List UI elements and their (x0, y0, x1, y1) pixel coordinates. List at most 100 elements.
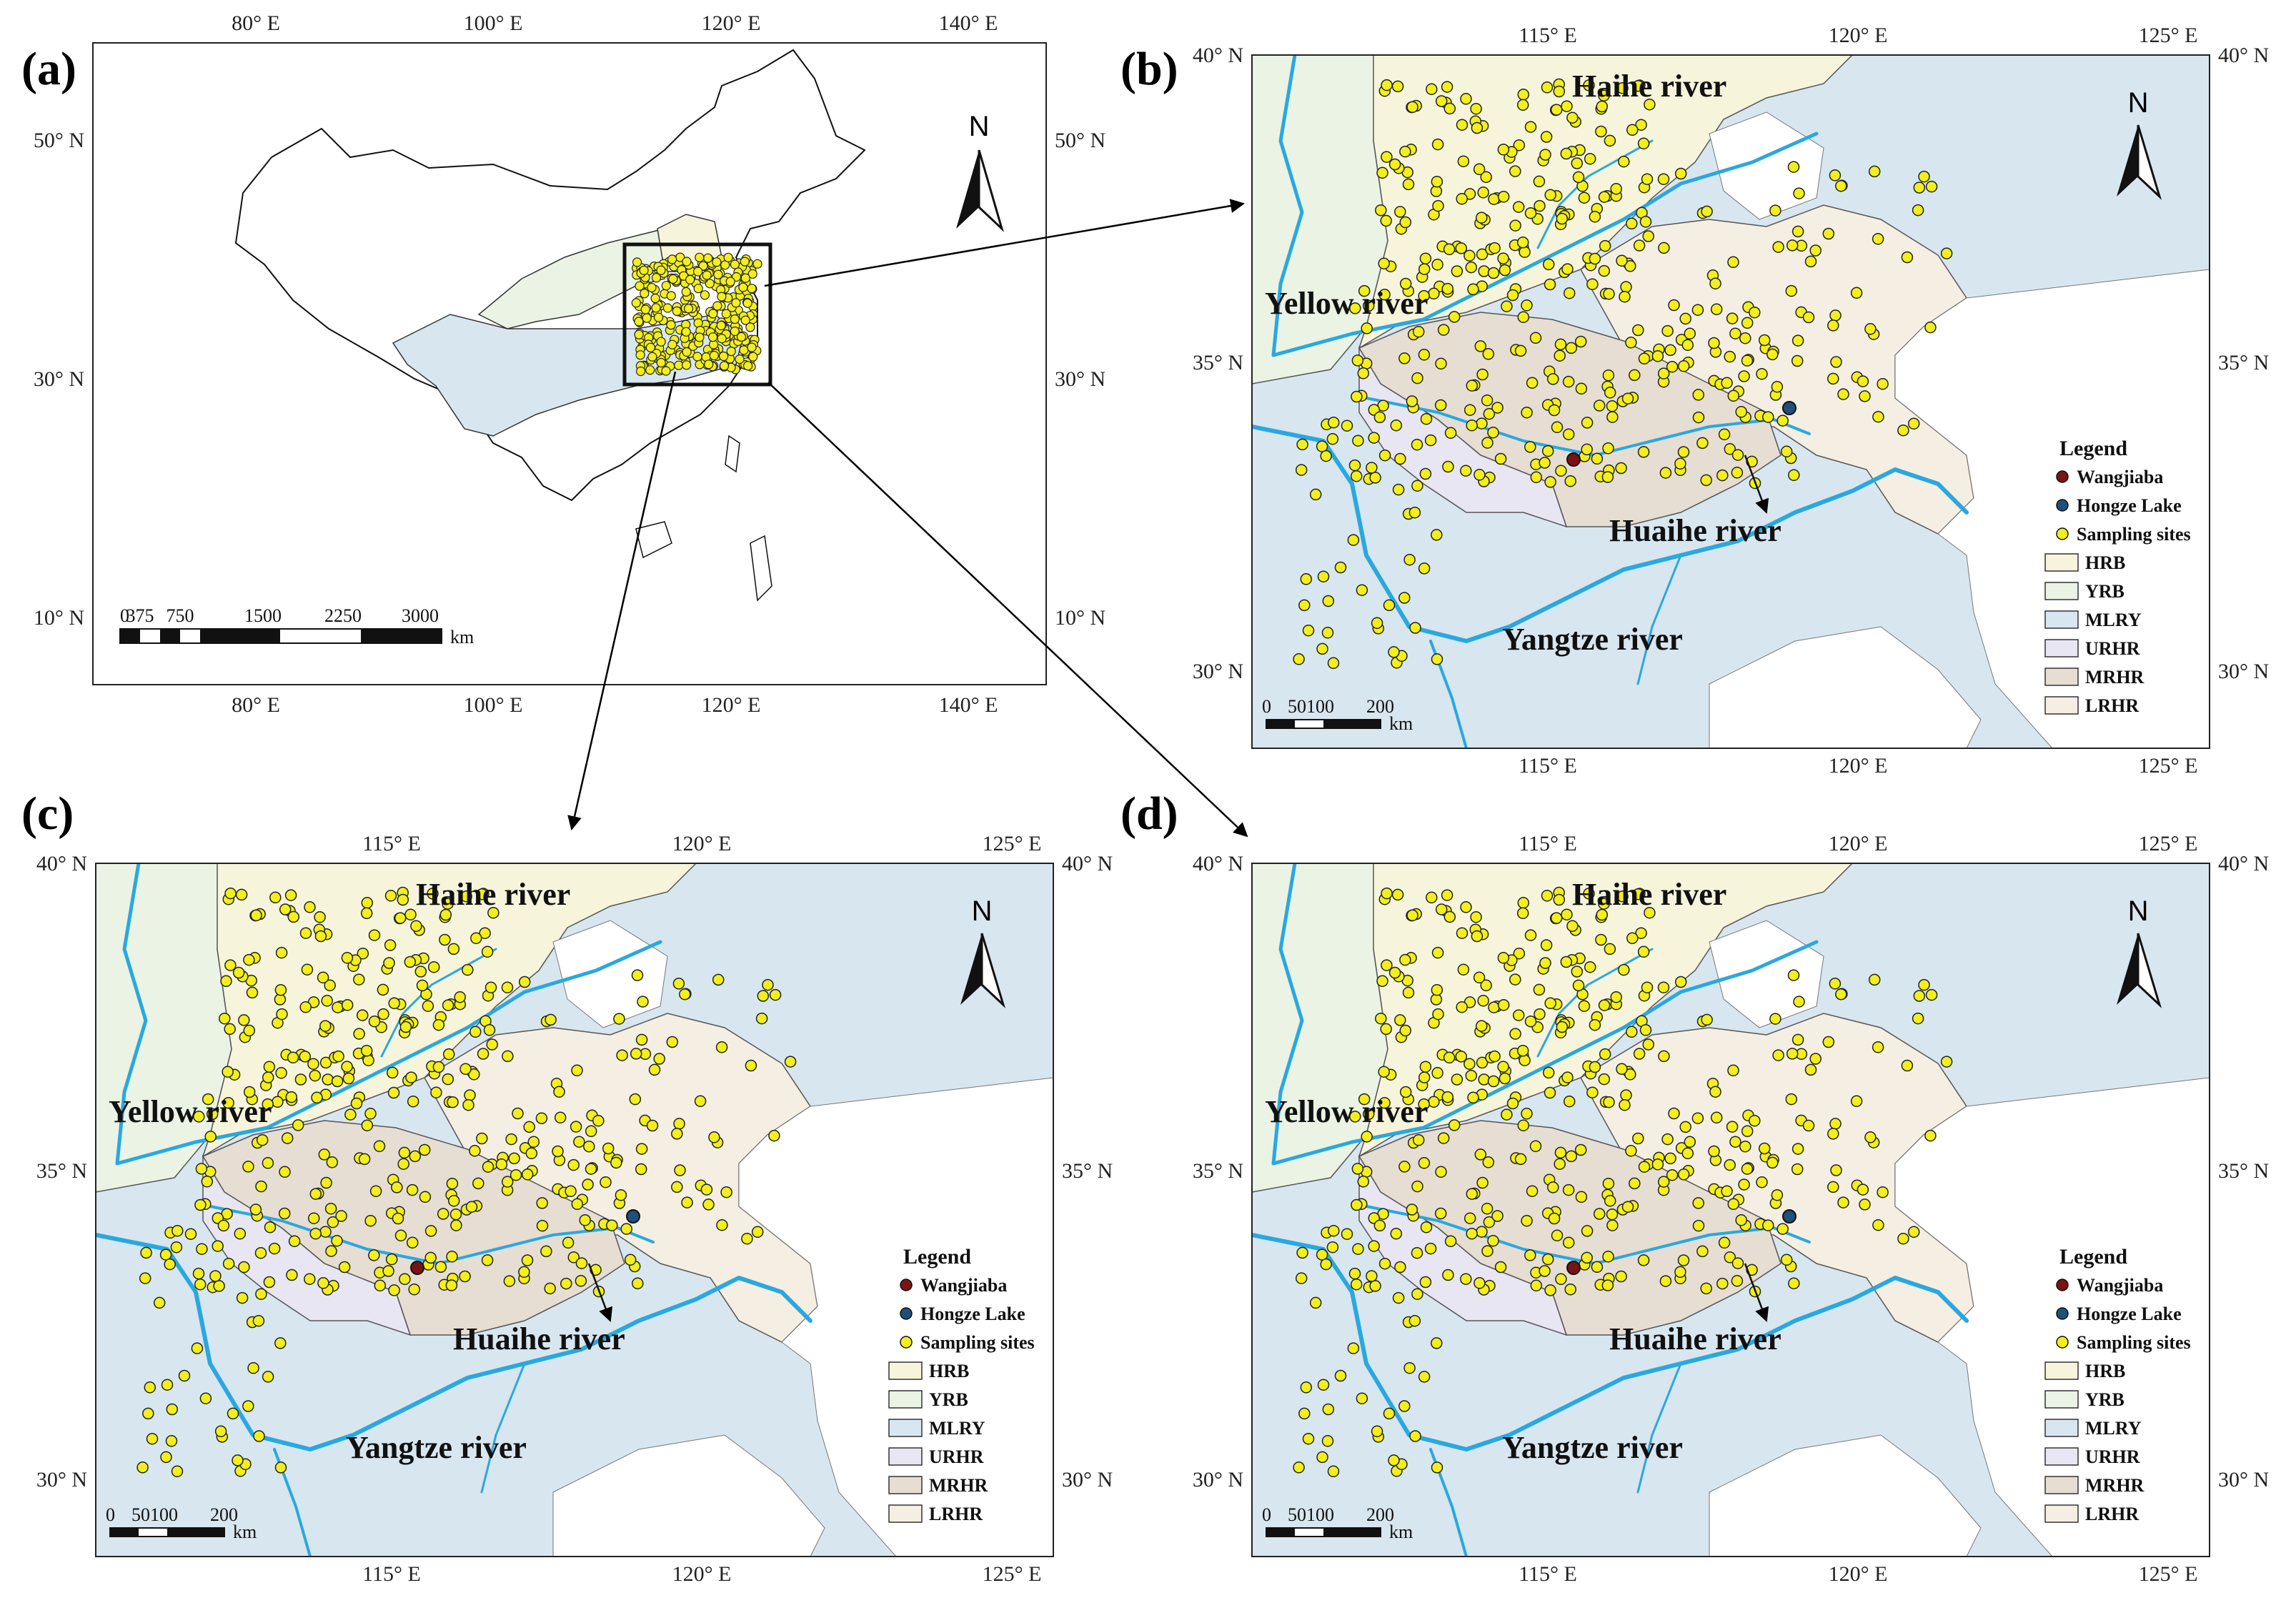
sampling-site-point (1637, 446, 1650, 458)
sampling-site-point (387, 1086, 400, 1099)
sampling-site-point (1434, 399, 1447, 412)
sampling-site-point (1788, 1277, 1800, 1290)
sampling-site-point (1578, 1000, 1591, 1012)
sampling-site-point (1356, 584, 1368, 596)
panel-c-study-area-map: (c) (21, 788, 1113, 1586)
sampling-site-point (1562, 1236, 1575, 1249)
map-legend: Legend Wangjiaba Hongze Lake Sampling sites… (2044, 437, 2191, 716)
sampling-site-point (404, 956, 417, 968)
sampling-site-point (703, 253, 713, 263)
sampling-site-point (1406, 395, 1418, 407)
sampling-site-point (470, 932, 482, 945)
sampling-site-point (287, 910, 300, 923)
sampling-site-point (424, 1251, 437, 1264)
sampling-site-point (1431, 983, 1443, 996)
legend-swatch (2044, 639, 2079, 657)
sampling-site-point (1632, 79, 1644, 92)
sampling-site-point (206, 1108, 219, 1121)
sampling-site-point (262, 1098, 274, 1111)
sampling-site-point (674, 360, 684, 370)
sampling-site-point (523, 1121, 535, 1133)
sampling-site-point (1606, 1219, 1619, 1231)
sampling-site-point (322, 1073, 334, 1086)
sampling-site-point (1829, 309, 1842, 322)
sampling-site-point (468, 1068, 480, 1081)
sampling-site-point (715, 1041, 728, 1053)
sampling-site-point (668, 274, 678, 284)
sampling-site-point (1596, 908, 1609, 921)
sampling-site-point (1348, 459, 1361, 472)
sampling-site-point (1691, 1112, 1704, 1124)
sampling-site-point (320, 1176, 332, 1189)
sampling-site-point (1659, 467, 1672, 479)
sampling-site-point (1598, 898, 1610, 910)
sampling-site-point (314, 910, 326, 923)
legend-label: YRB (929, 1389, 968, 1410)
sampling-site-point (713, 269, 723, 279)
y-tick-label: 40° N (1193, 852, 1243, 875)
sampling-site-point (1918, 978, 1930, 991)
north-arrow: N (2117, 895, 2162, 1008)
sampling-site-point (631, 969, 644, 981)
sampling-site-point (1406, 1203, 1418, 1216)
sampling-site-point (1616, 82, 1629, 94)
sampling-site-point (747, 342, 757, 352)
sampling-site-point (1762, 1219, 1774, 1231)
sampling-site-point (1478, 1073, 1490, 1086)
sampling-site-point (1912, 1012, 1924, 1025)
sampling-site-point (1837, 388, 1849, 400)
sampling-site-point (219, 1012, 231, 1025)
sampling-site-point (369, 1185, 382, 1197)
yangtze-river-label: Yangtze river (1502, 1430, 1683, 1465)
sampling-site-point (255, 1288, 267, 1300)
sampling-site-point (1560, 956, 1573, 968)
sampling-site-point (1398, 352, 1411, 364)
sampling-site-point (1465, 1069, 1478, 1082)
y-tick-label: 10° N (1055, 606, 1105, 630)
sampling-site-point (1394, 1261, 1406, 1274)
sampling-site-point (1604, 387, 1616, 399)
sampling-site-point (409, 1150, 422, 1163)
sampling-site-point (1497, 252, 1509, 264)
x-tick-label: 120° E (1829, 24, 1888, 47)
sampling-site-point (360, 907, 373, 920)
sampling-site-point (404, 908, 417, 920)
panel-b-label: (b) (1120, 43, 1178, 95)
sampling-site-point (1710, 303, 1723, 316)
sampling-site-point (1534, 1008, 1546, 1021)
sampling-site-point (1726, 312, 1739, 324)
sampling-site-point (1451, 265, 1463, 277)
legend-swatch (888, 1390, 923, 1409)
sampling-site-point (505, 1133, 517, 1146)
x-tick-label: 80° E (232, 693, 280, 717)
sampling-site-point (1857, 375, 1869, 387)
sampling-site-point (1709, 277, 1721, 289)
sampling-site-point (1791, 334, 1804, 347)
sampling-site-point (700, 290, 710, 300)
sampling-site-point (1418, 349, 1431, 361)
svg-text:50100: 50100 (131, 1504, 178, 1525)
sampling-site-point (317, 1277, 329, 1289)
y-tick-label: 40° N (36, 852, 87, 875)
sampling-site-point (1718, 1236, 1731, 1249)
sampling-site-point (1366, 462, 1378, 474)
legend-item: MRHR (2044, 1475, 2145, 1496)
sampling-site-point (1351, 390, 1363, 403)
sampling-site-point (726, 347, 736, 357)
sampling-site-point (1296, 1246, 1308, 1259)
sampling-site-point (356, 1009, 369, 1021)
sampling-site-point (1481, 437, 1494, 449)
sampling-site-point (1762, 411, 1774, 423)
sampling-site-point (1435, 903, 1448, 915)
sampling-site-point (1724, 1251, 1736, 1264)
sampling-site-point (1578, 192, 1591, 204)
sampling-site-point (1632, 324, 1644, 337)
sampling-site-point (552, 1145, 564, 1158)
sampling-site-point (1741, 1163, 1754, 1175)
sampling-site-point (410, 920, 422, 932)
legend-swatch (2044, 553, 2079, 572)
sampling-site-point (1907, 1226, 1920, 1239)
x-tick-label: 125° E (2139, 832, 2198, 855)
sampling-site-point (386, 1066, 399, 1079)
sampling-site-point (1476, 1226, 1488, 1238)
